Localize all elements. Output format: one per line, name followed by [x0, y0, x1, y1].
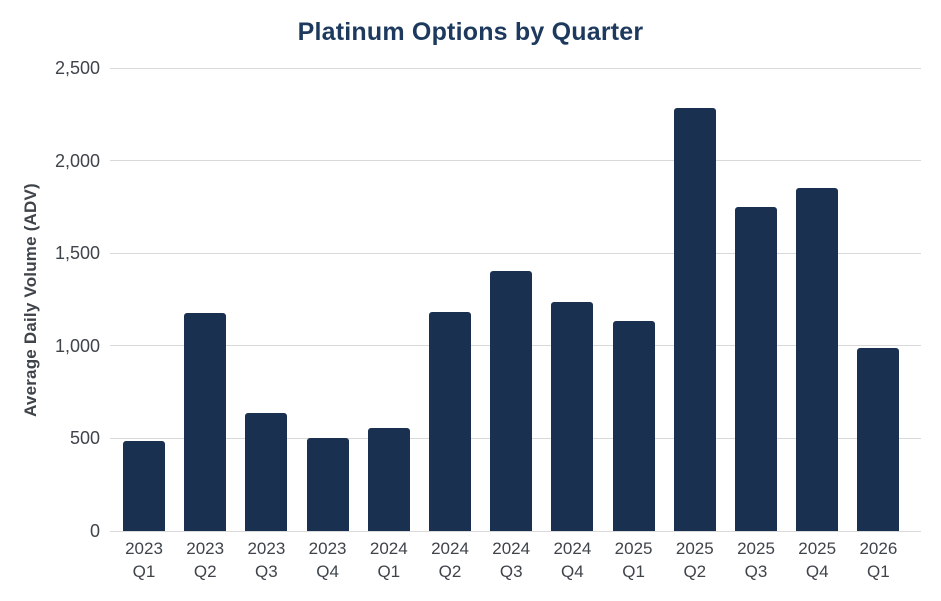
bar-2023-q2 — [184, 313, 227, 531]
bar-2023-q3 — [245, 413, 288, 531]
bar-2024-q4 — [551, 302, 594, 531]
x-tick-year: 2026 — [859, 539, 898, 558]
y-tick-label-1000: 1,000 — [54, 335, 100, 356]
x-tick-quarter: Q2 — [438, 562, 462, 581]
x-tick-label-2026-q1: 2026 Q1 — [843, 537, 913, 583]
x-tick-label-2024-q4: 2024 Q4 — [537, 537, 607, 583]
x-tick-quarter: Q1 — [867, 562, 890, 581]
x-tick-label-2023-q2: 2023 Q2 — [170, 537, 240, 583]
bar-2025-q2 — [673, 107, 716, 531]
x-tick-year: 2023 — [125, 539, 163, 558]
x-tick-year: 2024 — [492, 539, 531, 558]
x-tick-quarter: Q2 — [193, 562, 217, 581]
x-tick-quarter: Q3 — [744, 562, 768, 581]
x-tick-label-2025-q4: 2025 Q4 — [782, 537, 852, 583]
x-tick-quarter: Q2 — [683, 562, 707, 581]
y-tick-label-2500: 2,500 — [54, 58, 100, 78]
bar-2025-q4 — [796, 188, 839, 531]
x-tick-label-2023-q3: 2023 Q3 — [231, 537, 301, 583]
gridline-0 — [110, 530, 921, 532]
gridline-1500 — [110, 252, 921, 254]
x-tick-year: 2024 — [553, 539, 592, 558]
x-tick-year: 2023 — [247, 539, 286, 558]
x-tick-year: 2024 — [431, 539, 469, 558]
y-tick-label-2000: 2,000 — [54, 150, 100, 171]
bar-2023-q4 — [306, 438, 349, 531]
x-tick-year: 2025 — [675, 539, 714, 558]
x-tick-year: 2025 — [798, 539, 837, 558]
x-tick-quarter: Q1 — [377, 562, 401, 581]
x-tick-quarter: Q4 — [561, 562, 584, 581]
x-tick-year: 2025 — [737, 539, 775, 558]
y-tick-label-500: 500 — [69, 428, 100, 449]
bar-2025-q1 — [612, 320, 655, 531]
x-tick-label-2023-q4: 2023 Q4 — [293, 537, 363, 583]
x-tick-label-2024-q3: 2024 Q3 — [476, 537, 546, 583]
bar-2025-q3 — [735, 206, 777, 531]
x-tick-quarter: Q1 — [132, 562, 156, 581]
x-tick-quarter: Q4 — [805, 562, 829, 581]
bar-2026-q1 — [857, 347, 900, 531]
chart-title: Platinum Options by Quarter — [297, 18, 644, 46]
bar-2024-q3 — [490, 270, 533, 531]
x-tick-quarter: Q1 — [622, 562, 645, 581]
gridline-2500 — [110, 67, 921, 69]
x-tick-year: 2023 — [186, 539, 225, 558]
bar-2024-q2 — [429, 312, 471, 531]
x-tick-label-2023-q1: 2023 Q1 — [109, 537, 179, 583]
y-tick-label-1500: 1,500 — [54, 243, 100, 264]
y-axis-title: Average Daily Volume (ADV) — [21, 183, 40, 417]
y-tick-label-0: 0 — [89, 521, 100, 541]
bar-2024-q1 — [367, 428, 410, 531]
x-tick-quarter: Q3 — [255, 562, 278, 581]
x-tick-label-2025-q2: 2025 Q2 — [660, 537, 730, 583]
x-tick-label-2024-q1: 2024 Q1 — [354, 537, 424, 583]
bar-2023-q1 — [123, 441, 165, 531]
x-tick-year: 2023 — [308, 539, 347, 558]
x-tick-year: 2025 — [614, 539, 653, 558]
x-tick-quarter: Q4 — [316, 562, 339, 581]
x-tick-year: 2024 — [369, 539, 408, 558]
x-tick-label-2025-q1: 2025 Q1 — [599, 537, 669, 583]
x-tick-quarter: Q3 — [499, 562, 523, 581]
x-tick-label-2025-q3: 2025 Q3 — [721, 537, 791, 583]
x-tick-label-2024-q2: 2024 Q2 — [415, 537, 485, 583]
gridline-2000 — [110, 160, 921, 162]
